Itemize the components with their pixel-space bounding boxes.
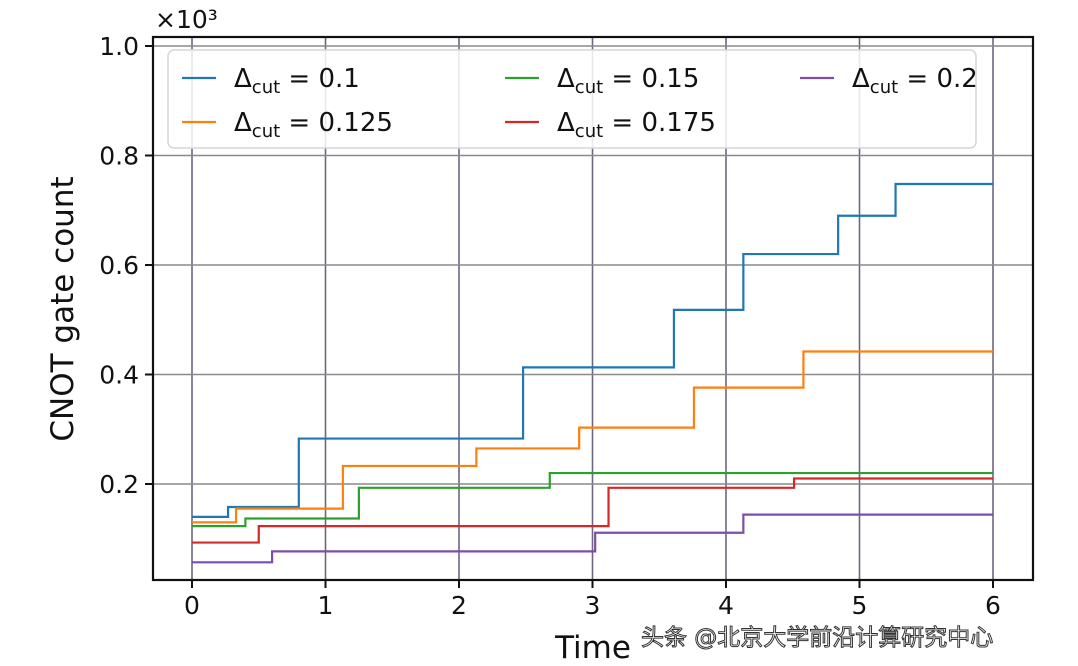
- x-tick-label: 5: [852, 591, 868, 620]
- y-axis-ticks: 0.2 0.4 0.6 0.8 1.0: [99, 32, 153, 499]
- legend-label: Δcut = 0.175: [557, 108, 716, 142]
- series-line-3: [192, 477, 993, 544]
- y-tick-label: 0.6: [99, 251, 139, 280]
- y-tick-label: 0.8: [99, 142, 139, 171]
- legend-label: Δcut = 0.2: [852, 64, 978, 98]
- y-tick-label: 0.2: [99, 470, 139, 499]
- x-tick-label: 2: [451, 591, 467, 620]
- watermark-text: 头条 @北京大学前沿计算研究中心: [640, 625, 994, 652]
- y-tick-label: 0.4: [99, 361, 139, 390]
- legend-label: Δcut = 0.1: [234, 64, 360, 98]
- x-axis-title: Time: [554, 630, 631, 666]
- y-tick-label: 1.0: [99, 32, 139, 61]
- x-tick-label: 6: [985, 591, 1001, 620]
- legend: Δcut = 0.1 Δcut = 0.125 Δcut = 0.15 Δcut = …: [167, 49, 978, 149]
- y-offset-text: ×10³: [155, 5, 218, 34]
- legend-label: Δcut = 0.125: [234, 108, 393, 142]
- legend-box: [167, 49, 977, 149]
- series-lines: [192, 182, 993, 564]
- x-axis-ticks: 0 1 2 3 4 5 6: [184, 580, 1001, 620]
- x-tick-label: 1: [318, 591, 334, 620]
- x-tick-label: 3: [585, 591, 601, 620]
- series-line-0: [192, 182, 993, 518]
- y-axis-title: CNOT gate count: [45, 176, 81, 441]
- x-tick-label: 0: [184, 591, 200, 620]
- series-line-4: [192, 513, 993, 564]
- legend-label: Δcut = 0.15: [557, 64, 699, 98]
- series-line-1: [192, 350, 993, 524]
- x-tick-label: 4: [718, 591, 734, 620]
- series-line-2: [192, 471, 993, 528]
